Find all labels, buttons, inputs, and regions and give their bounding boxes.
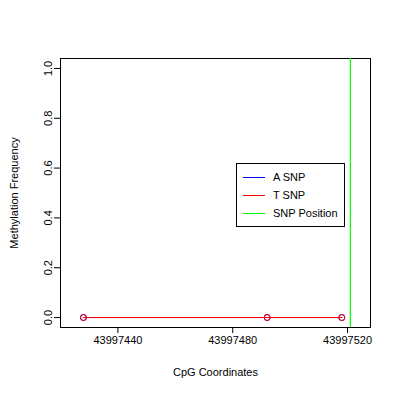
svg-text:0.4: 0.4 [42, 210, 54, 225]
svg-text:43997520: 43997520 [323, 334, 372, 346]
svg-text:0.6: 0.6 [42, 160, 54, 175]
html-text:T SNP: T SNP [273, 189, 306, 201]
svg-text:43997440: 43997440 [93, 334, 142, 346]
html-text:SNP Position: SNP Position [273, 207, 338, 219]
svg-text:0.2: 0.2 [42, 260, 54, 275]
svg-text:Methylation Frequency: Methylation Frequency [8, 137, 20, 249]
html-text:A SNP: A SNP [273, 171, 306, 183]
svg-text:0.0: 0.0 [42, 310, 54, 325]
svg-text:0.8: 0.8 [42, 111, 54, 126]
svg-text:43997480: 43997480 [208, 334, 257, 346]
svg-text:1.0: 1.0 [42, 61, 54, 76]
svg-text:CpG Coordinates: CpG Coordinates [173, 366, 258, 378]
